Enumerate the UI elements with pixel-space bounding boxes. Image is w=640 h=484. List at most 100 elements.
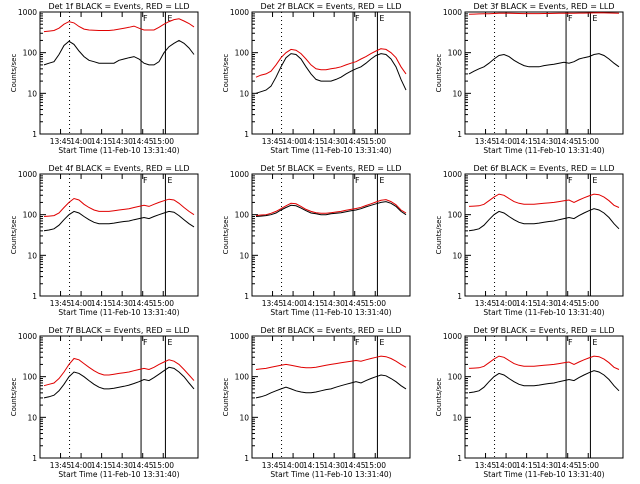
x-tick-label: 13:45 <box>475 461 497 470</box>
panel-3: Det 3f BLACK = Events, RED = LLD 1 10 100 10… <box>435 2 624 155</box>
x-tick-label: 14:00 <box>70 461 92 470</box>
x-tick-label: 14:15 <box>303 299 325 308</box>
events-series-line <box>43 366 195 399</box>
x-tick-label: 14:00 <box>70 137 92 146</box>
x-tick-label: 14:15 <box>516 461 538 470</box>
x-tick-label: 14:30 <box>536 299 558 308</box>
y-tick-label: 1 <box>457 130 462 139</box>
e-marker-label: E <box>167 338 172 347</box>
e-marker-label: E <box>592 338 597 347</box>
x-tick-label: 13:45 <box>475 137 497 146</box>
y-tick-label: 1000 <box>18 8 37 17</box>
y-axis-label: Counts/sec <box>222 216 230 255</box>
e-marker-label: E <box>592 14 597 23</box>
y-tick-label: 10 <box>452 89 462 98</box>
y-tick-label: 1000 <box>18 332 37 341</box>
y-tick-label: 100 <box>23 211 38 220</box>
y-axis-label: Counts/sec <box>435 216 443 255</box>
f-marker-label: F <box>143 14 148 23</box>
y-axis-label: Counts/sec <box>10 54 18 93</box>
x-tick-label: 14:45 <box>344 299 366 308</box>
y-axis-label: Counts/sec <box>10 378 18 417</box>
y-tick-label: 100 <box>235 211 250 220</box>
panel-7: Det 7f BLACK = Events, RED = LLD 1 10 100 10… <box>10 326 199 479</box>
x-tick-label: 14:15 <box>303 461 325 470</box>
y-tick-label: 10 <box>239 89 249 98</box>
y-tick-label: 1 <box>244 130 249 139</box>
f-marker-label: F <box>143 176 148 185</box>
x-tick-label: 14:15 <box>91 137 113 146</box>
panel-8: Det 8f BLACK = Events, RED = LLD 1 10 100 10… <box>222 326 411 479</box>
e-marker-label: E <box>167 14 172 23</box>
lld-series-line <box>468 355 620 370</box>
x-tick-label: 14:00 <box>282 299 304 308</box>
x-tick-label: 14:15 <box>516 299 538 308</box>
y-axis-label: Counts/sec <box>10 216 18 255</box>
lld-series-line <box>255 355 407 370</box>
x-tick-label: 14:45 <box>557 137 579 146</box>
x-tick-label: 15:00 <box>577 137 599 146</box>
panel-4: Det 4f BLACK = Events, RED = LLD 1 10 100 10… <box>10 164 199 317</box>
panel-2: Det 2f BLACK = Events, RED = LLD 1 10 100 10… <box>222 2 411 155</box>
plot-frame <box>464 11 624 135</box>
y-tick-label: 100 <box>235 49 250 58</box>
lld-series-line <box>43 18 195 33</box>
panel-9: Det 9f BLACK = Events, RED = LLD 1 10 100 10… <box>435 326 624 479</box>
events-series-line <box>468 370 620 394</box>
y-axis-label: Counts/sec <box>435 378 443 417</box>
x-tick-label: 14:45 <box>132 461 154 470</box>
x-tick-label: 14:30 <box>323 137 345 146</box>
f-marker-label: F <box>355 176 360 185</box>
y-tick-label: 1000 <box>443 332 462 341</box>
e-marker-label: E <box>379 14 384 23</box>
plot-frame <box>464 335 624 459</box>
x-tick-label: 15:00 <box>577 461 599 470</box>
x-tick-label: 14:30 <box>536 461 558 470</box>
x-tick-label: 15:00 <box>577 299 599 308</box>
x-tick-label: 14:00 <box>495 461 517 470</box>
plot-frame <box>39 173 199 297</box>
events-series-line <box>255 53 407 94</box>
x-tick-label: 15:00 <box>364 299 386 308</box>
panel-6: Det 6f BLACK = Events, RED = LLD 1 10 100 10… <box>435 164 624 317</box>
x-tick-label: 14:00 <box>70 299 92 308</box>
x-tick-label: 14:00 <box>282 461 304 470</box>
x-tick-label: 13:45 <box>262 137 284 146</box>
y-tick-label: 10 <box>452 413 462 422</box>
y-tick-label: 1 <box>32 292 37 301</box>
x-tick-label: 14:15 <box>91 461 113 470</box>
x-axis-label: Start Time (11-Feb-10 13:31:40) <box>58 146 179 155</box>
x-axis-label: Start Time (11-Feb-10 13:31:40) <box>270 470 391 479</box>
lld-series-line <box>468 193 620 208</box>
plot-frame <box>251 11 411 135</box>
y-tick-label: 1 <box>457 454 462 463</box>
y-tick-label: 1000 <box>443 170 462 179</box>
x-axis-label: Start Time (11-Feb-10 13:31:40) <box>483 470 604 479</box>
panel-title: Det 7f BLACK = Events, RED = LLD <box>48 326 189 335</box>
x-tick-label: 14:00 <box>495 299 517 308</box>
y-tick-label: 10 <box>27 89 37 98</box>
y-tick-label: 1 <box>32 454 37 463</box>
y-tick-label: 1 <box>32 130 37 139</box>
x-tick-label: 13:45 <box>262 299 284 308</box>
x-tick-label: 14:15 <box>516 137 538 146</box>
x-tick-label: 14:45 <box>132 137 154 146</box>
x-axis-label: Start Time (11-Feb-10 13:31:40) <box>270 146 391 155</box>
x-tick-label: 14:45 <box>344 137 366 146</box>
x-tick-label: 14:30 <box>536 137 558 146</box>
panel-title: Det 1f BLACK = Events, RED = LLD <box>48 2 189 11</box>
f-marker-label: F <box>568 338 573 347</box>
y-tick-label: 1 <box>244 292 249 301</box>
e-marker-label: E <box>167 176 172 185</box>
panel-title: Det 6f BLACK = Events, RED = LLD <box>473 164 614 173</box>
x-tick-label: 14:15 <box>303 137 325 146</box>
events-series-line <box>43 210 195 232</box>
y-tick-label: 1 <box>457 292 462 301</box>
y-axis-label: Counts/sec <box>222 54 230 93</box>
events-series-line <box>255 201 407 217</box>
x-tick-label: 15:00 <box>152 137 174 146</box>
lld-series-line <box>255 199 407 217</box>
x-tick-label: 14:45 <box>557 461 579 470</box>
y-tick-label: 10 <box>27 251 37 260</box>
